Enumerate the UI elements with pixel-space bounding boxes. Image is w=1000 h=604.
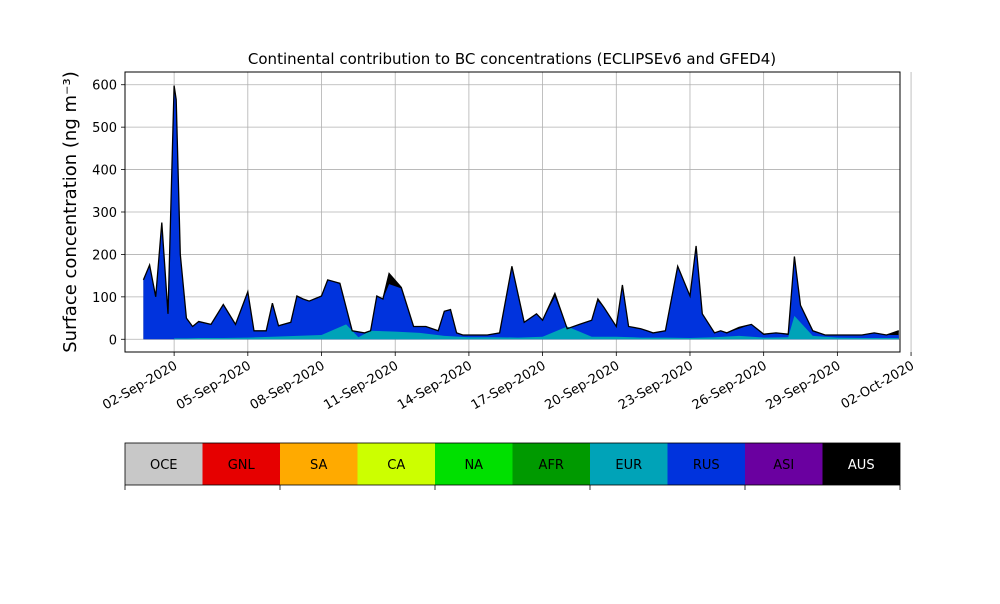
y-tick-label: 100: [92, 291, 117, 306]
legend-swatch-oce: [125, 443, 203, 485]
x-tick-label: 02-Sep-2020: [100, 358, 180, 413]
series-area-rus: [143, 86, 899, 340]
y-tick-label: 0: [109, 333, 117, 348]
legend-label-gnl: GNL: [228, 458, 256, 473]
series-area-aus: [143, 85, 899, 340]
x-tick-label: 11-Sep-2020: [321, 358, 401, 413]
legend-swatch-asi: [745, 443, 823, 485]
legend-label-na: NA: [464, 458, 483, 473]
legend: OCE GNL SA CA NA AFR EUR RUS ASI AUS: [124, 442, 901, 490]
plot-areas: [142, 85, 900, 340]
x-tick-label: 05-Sep-2020: [174, 358, 254, 413]
x-tick-label: 17-Sep-2020: [469, 358, 549, 413]
series-area-eur: [174, 315, 899, 340]
x-tick-label: 23-Sep-2020: [616, 358, 696, 413]
legend-swatch-rus: [667, 443, 745, 485]
grid: [125, 72, 912, 352]
y-axis-label: Surface concentration (ng m⁻³): [60, 71, 81, 353]
x-tick-label: 08-Sep-2020: [248, 358, 328, 413]
x-axis: 02-Sep-202005-Sep-202008-Sep-202011-Sep-…: [100, 352, 917, 413]
legend-label-eur: EUR: [615, 458, 642, 473]
series-line-total: [142, 85, 900, 336]
x-tick-label: 14-Sep-2020: [395, 358, 475, 413]
y-tick-label: 200: [92, 248, 117, 263]
y-tick-label: 600: [92, 79, 117, 94]
legend-label-oce: OCE: [150, 458, 178, 473]
legend-label-aus: AUS: [848, 458, 875, 473]
x-tick-label: 20-Sep-2020: [542, 358, 622, 413]
legend-frame: [124, 442, 901, 486]
y-axis: 0 100 200 300 400 500 600: [92, 79, 125, 348]
y-tick-label: 400: [92, 164, 117, 179]
legend-swatch-gnl: [202, 443, 280, 485]
legend-swatch-aus: [822, 443, 900, 485]
legend-swatch-sa: [280, 443, 358, 485]
legend-swatch-ca: [357, 443, 435, 485]
legend-label-afr: AFR: [539, 458, 564, 473]
y-tick-label: 300: [92, 206, 117, 221]
legend-swatch-eur: [590, 443, 668, 485]
x-tick-label: 29-Sep-2020: [764, 358, 844, 413]
x-tick-label: 02-Oct-2020: [839, 358, 917, 412]
legend-label-sa: SA: [310, 458, 327, 473]
legend-label-ca: CA: [387, 458, 405, 473]
x-tick-label: 26-Sep-2020: [690, 358, 770, 413]
chart-title: Continental contribution to BC concentra…: [248, 50, 776, 68]
y-tick-label: 500: [92, 121, 117, 136]
legend-label-asi: ASI: [773, 458, 794, 473]
legend-swatch-na: [435, 443, 513, 485]
legend-swatch-afr: [512, 443, 590, 485]
legend-label-rus: RUS: [693, 458, 720, 473]
